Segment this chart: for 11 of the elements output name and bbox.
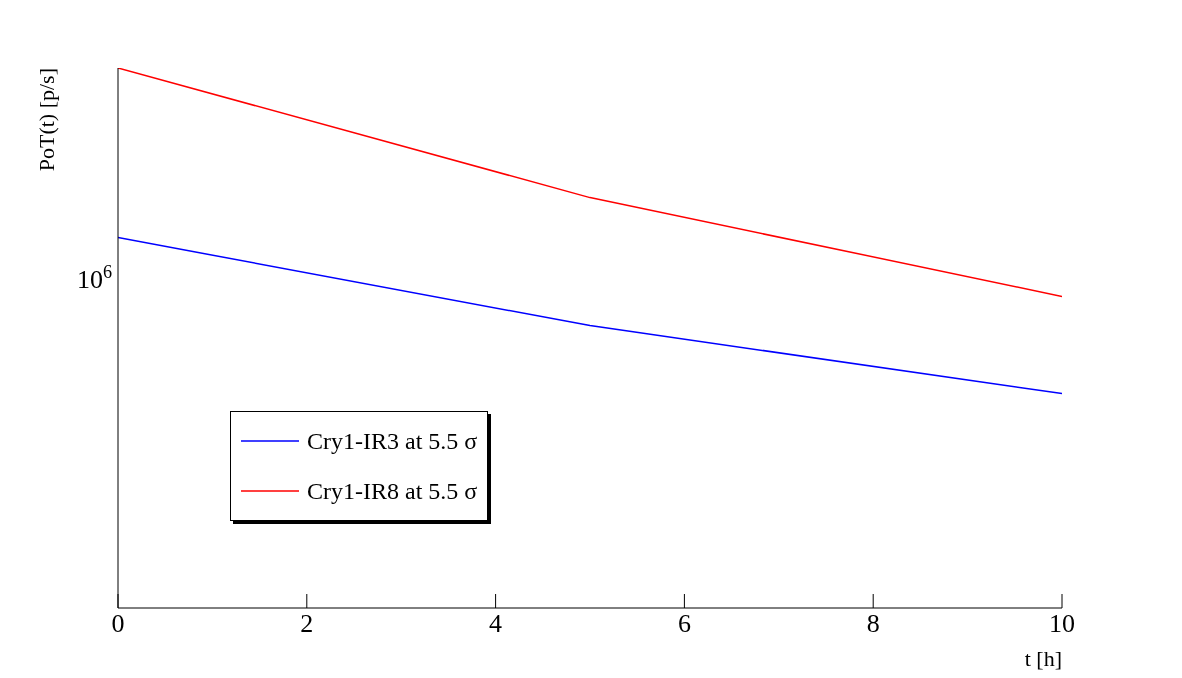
x-tick-label: 4	[489, 609, 503, 638]
x-tick-label: 0	[111, 609, 125, 638]
text: 10$^{6}$	[76, 262, 112, 294]
x-tick-label: 8	[866, 609, 880, 638]
x-tick-label: 6	[677, 609, 691, 638]
legend-label: Cry1-IR8 at 5.5 σ	[307, 477, 478, 505]
x-tick-label: 2	[300, 609, 314, 638]
x-axis-title: t [h]	[1024, 646, 1062, 671]
y-axis-title: PoT(t) [p/s]	[34, 68, 59, 172]
legend-label: Cry1-IR3 at 5.5 σ	[307, 427, 478, 455]
x-tick-label: 10	[1049, 609, 1075, 638]
